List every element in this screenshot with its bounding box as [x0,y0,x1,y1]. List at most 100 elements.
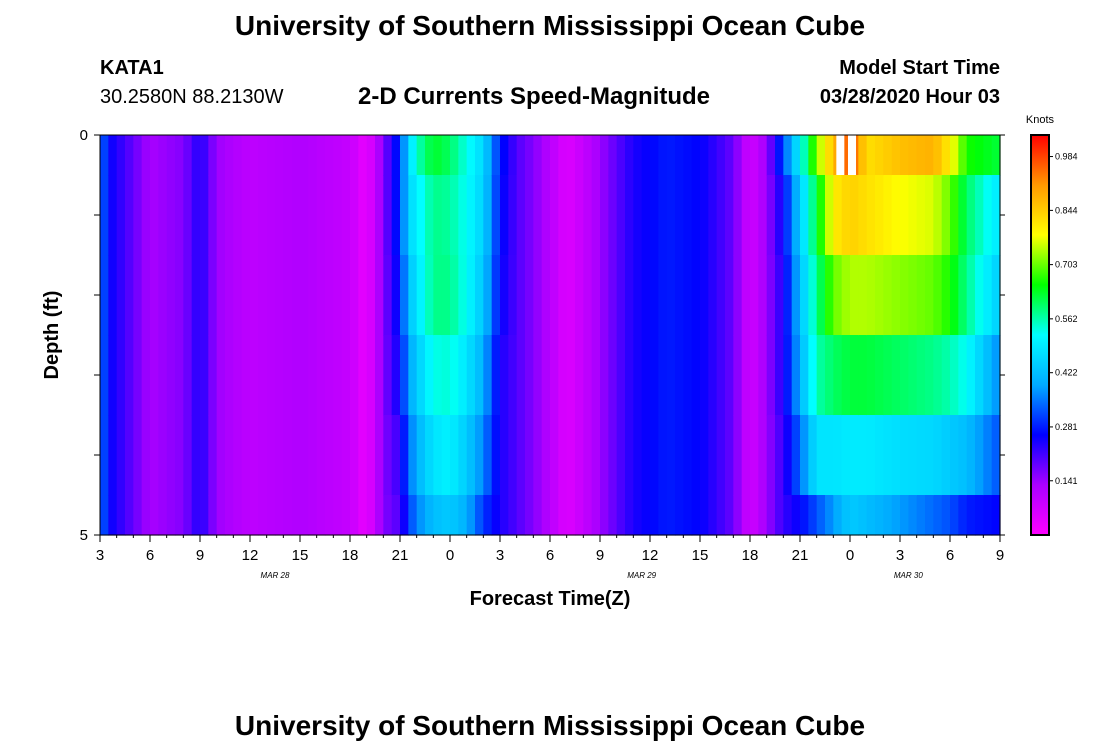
heatmap-cell [425,175,434,256]
heatmap-cell [908,175,918,256]
x-tick-label: 6 [146,547,154,564]
x-tick-label: 21 [792,547,809,564]
heatmap-cell [875,135,884,176]
heatmap-cell [908,255,918,336]
heatmap-cell [858,415,868,496]
heatmap-cell [391,415,401,496]
heatmap-cell [216,175,226,256]
heatmap-cell [775,495,784,536]
heatmap-cell [975,495,984,536]
heatmap-cell [366,335,376,416]
heatmap-cell [466,255,476,336]
heatmap-cell [766,415,776,496]
heatmap-cell [866,135,876,176]
heatmap-cell [341,255,351,336]
heatmap-cell [708,335,718,416]
heatmap-cell [383,415,393,496]
heatmap-cell [833,495,843,536]
heatmap-cell [800,415,809,496]
heatmap-cell [133,175,143,256]
heatmap-cell [991,175,1001,256]
heatmap-cell [933,415,943,496]
heatmap-cell [758,335,768,416]
heatmap-cell [266,175,276,256]
heatmap-cell [433,175,443,256]
heatmap-cell [941,495,951,536]
heatmap-cell [308,175,318,256]
heatmap-cell [225,335,234,416]
heatmap-cell [616,175,626,256]
heatmap-cell [358,255,368,336]
heatmap-cell [683,175,693,256]
heatmap-cell [783,495,793,536]
heatmap-cell [491,135,501,176]
heatmap-cell [475,255,484,336]
heatmap-cell [850,335,859,416]
x-tick-label: 18 [342,547,359,564]
heatmap-cell [983,175,993,256]
heatmap-cell [583,335,593,416]
heatmap-cell [216,255,226,336]
heatmap-cell [391,495,401,536]
heatmap-cell [433,415,443,496]
heatmap-cell [575,415,584,496]
x-tick-label: 15 [692,547,709,564]
heatmap-cell [875,335,884,416]
heatmap-cell [925,135,934,176]
heatmap-cell [366,175,376,256]
heatmap-cell [266,495,276,536]
heatmap-cell [325,335,334,416]
heatmap-cell [825,255,834,336]
heatmap-cell [116,135,126,176]
heatmap-cell [800,495,809,536]
heatmap-cell [891,335,901,416]
heatmap-cell [733,415,743,496]
heatmap-cell [808,335,818,416]
heatmap-cell [500,135,509,176]
heatmap-cell [275,495,284,536]
heatmap-cell [875,415,884,496]
heatmap-cell [433,135,443,176]
heatmap-cell [383,255,393,336]
heatmap-cell [566,495,576,536]
heatmap-cell [350,175,359,256]
heatmap-cell [183,175,193,256]
heatmap-cell [225,255,234,336]
heatmap-cell [666,135,676,176]
heatmap-cell [200,495,209,536]
heatmap-cell [141,135,151,176]
heatmap-cell [233,175,243,256]
heatmap-cell [358,135,368,176]
colorbar-tick-label: 0.844 [1055,205,1078,215]
heatmap-cell [250,175,259,256]
heatmap-cell [650,255,659,336]
heatmap-cell [158,135,168,176]
heatmap-cell [283,495,293,536]
heatmap-cell [258,135,268,176]
heatmap-cell [866,335,876,416]
heatmap-cell [166,415,176,496]
heatmap-cell [441,495,451,536]
heatmap-cell [925,175,934,256]
heatmap-cell [908,335,918,416]
heatmap-cell [300,495,309,536]
heatmap-cell [575,335,584,416]
heatmap-cell [975,255,984,336]
heatmap-cell [808,175,818,256]
heatmap-cell [108,335,118,416]
heatmap-cell [983,135,993,176]
heatmap-cell [900,495,909,536]
heatmap-cell [658,335,668,416]
heatmap-cell [991,135,1001,176]
heatmap-cell [941,335,951,416]
heatmap-cell [225,415,234,496]
heatmap-cell [591,415,601,496]
heatmap-cell [691,255,701,336]
heatmap-cell [491,255,501,336]
heatmap-cell [850,415,859,496]
heatmap-cell [966,175,976,256]
heatmap-cell [716,135,726,176]
heatmap-cell [283,335,293,416]
heatmap-cell [400,415,409,496]
heatmap-cell [883,495,893,536]
